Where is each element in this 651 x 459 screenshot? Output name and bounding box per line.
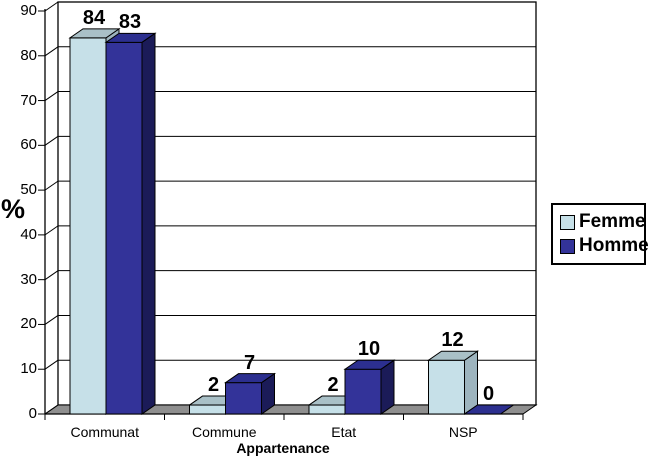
y-tick-depth-30 [44, 270, 59, 281]
legend: Femme Homme [551, 203, 649, 265]
y-tick-depth-80 [44, 46, 59, 57]
legend-swatch-homme [560, 238, 575, 254]
y-tick-depth-0 [44, 404, 59, 415]
y-tick-depth-50 [44, 180, 59, 191]
y-tick-label-30: 30 [20, 270, 37, 288]
y-tick-depth-60 [44, 135, 59, 146]
bar-femme-etat-front [308, 404, 346, 415]
value-label-homme-commune: 7 [243, 351, 256, 374]
bar-femme-communat-top [68, 28, 121, 39]
x-category-label-commune: Commune [191, 424, 257, 440]
bar-femme-nsp-top [426, 350, 480, 361]
value-label-homme-etat: 10 [357, 338, 381, 361]
y-tick-label-20: 20 [20, 315, 37, 333]
value-label-homme-communat: 83 [118, 11, 142, 34]
bar-homme-etat-top [343, 359, 396, 370]
x-category-label-etat: Etat [331, 424, 357, 440]
legend-swatch-femme [560, 214, 575, 230]
bar-homme-communat-top [104, 32, 157, 43]
value-label-femme-commune: 2 [207, 374, 220, 397]
y-tick-label-80: 80 [20, 46, 37, 64]
y-tick-depth-70 [44, 91, 59, 101]
y-tick-depth-10 [44, 359, 59, 370]
bar-femme-communat-front [69, 37, 107, 415]
x-category-label-communat: Communat [70, 424, 139, 440]
value-label-femme-nsp: 12 [441, 329, 464, 352]
x-axis-title: Appartenance [236, 440, 330, 456]
legend-item-femme: Femme [560, 210, 646, 234]
y-tick-label-50: 50 [20, 181, 37, 199]
bar-homme-communat-front [105, 41, 143, 415]
y-tick-label-10: 10 [20, 360, 37, 378]
x-category-label-nsp: NSP [448, 424, 478, 440]
bar-homme-communat-side [141, 32, 156, 415]
y-tick-label-90: 90 [20, 2, 37, 19]
y-tick-depth-20 [44, 315, 59, 325]
bar-homme-commune-top [223, 373, 277, 384]
bar-homme-etat-front [344, 368, 382, 415]
value-label-femme-communat: 84 [82, 6, 106, 29]
y-tick-label-60: 60 [20, 136, 37, 154]
value-label-homme-nsp: 0 [482, 383, 495, 405]
y-tick-depth-40 [44, 225, 59, 236]
legend-label-femme: Femme [579, 211, 646, 232]
bar-homme-nsp-top [462, 404, 516, 415]
legend-label-homme: Homme [579, 235, 649, 256]
y-tick-label-0: 0 [28, 405, 37, 422]
value-label-femme-etat: 2 [327, 374, 339, 397]
legend-item-homme: Homme [560, 234, 649, 258]
bar-femme-nsp-front [428, 359, 465, 415]
bar-femme-commune-front [189, 404, 226, 415]
y-tick-depth-90 [44, 1, 59, 12]
y-tick-label-70: 70 [20, 91, 37, 109]
y-axis-title: % [1, 194, 26, 224]
y-tick-label-40: 40 [20, 225, 37, 243]
